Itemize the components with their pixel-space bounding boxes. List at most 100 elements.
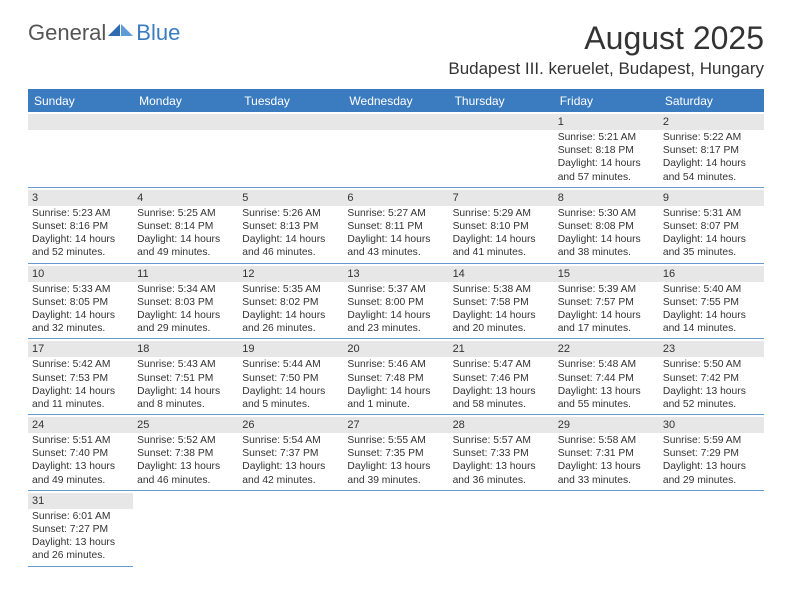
sunset-text: Sunset: 8:10 PM: [453, 220, 550, 233]
day-number: 14: [449, 266, 554, 282]
day-cell: 18Sunrise: 5:43 AMSunset: 7:51 PMDayligh…: [133, 339, 238, 414]
day-cell: [133, 112, 238, 187]
day-cell: [28, 112, 133, 187]
day-number: 6: [343, 190, 448, 206]
daylight-text: Daylight: 14 hours: [663, 233, 760, 246]
sunrise-text: Sunrise: 5:34 AM: [137, 283, 234, 296]
daylight-text: Daylight: 13 hours: [663, 460, 760, 473]
daylight-text: Daylight: 14 hours: [32, 309, 129, 322]
sunrise-text: Sunrise: 5:52 AM: [137, 434, 234, 447]
daylight-text: and 52 minutes.: [32, 246, 129, 259]
daylight-text: and 55 minutes.: [558, 398, 655, 411]
sunrise-text: Sunrise: 5:31 AM: [663, 207, 760, 220]
sunrise-text: Sunrise: 5:23 AM: [32, 207, 129, 220]
day-number: 15: [554, 266, 659, 282]
daylight-text: Daylight: 14 hours: [347, 385, 444, 398]
day-cell: 27Sunrise: 5:55 AMSunset: 7:35 PMDayligh…: [343, 415, 448, 490]
day-number: 26: [238, 417, 343, 433]
day-cell: 7Sunrise: 5:29 AMSunset: 8:10 PMDaylight…: [449, 188, 554, 263]
daylight-text: Daylight: 14 hours: [242, 309, 339, 322]
day-cell: 19Sunrise: 5:44 AMSunset: 7:50 PMDayligh…: [238, 339, 343, 414]
dow-row: Sunday Monday Tuesday Wednesday Thursday…: [28, 90, 764, 112]
sunrise-text: Sunrise: 5:26 AM: [242, 207, 339, 220]
day-number: 5: [238, 190, 343, 206]
day-number: 2: [659, 114, 764, 130]
day-number: [28, 114, 133, 130]
day-cell: 22Sunrise: 5:48 AMSunset: 7:44 PMDayligh…: [554, 339, 659, 414]
day-cell: 28Sunrise: 5:57 AMSunset: 7:33 PMDayligh…: [449, 415, 554, 490]
day-cell: 20Sunrise: 5:46 AMSunset: 7:48 PMDayligh…: [343, 339, 448, 414]
header: General Blue August 2025 Budapest III. k…: [0, 0, 792, 83]
daylight-text: Daylight: 13 hours: [137, 460, 234, 473]
daylight-text: and 11 minutes.: [32, 398, 129, 411]
day-number: 29: [554, 417, 659, 433]
sunrise-text: Sunrise: 5:46 AM: [347, 358, 444, 371]
logo-text-blue: Blue: [136, 20, 180, 46]
sunrise-text: Sunrise: 5:51 AM: [32, 434, 129, 447]
daylight-text: Daylight: 14 hours: [558, 233, 655, 246]
day-cell: [343, 112, 448, 187]
sunset-text: Sunset: 8:13 PM: [242, 220, 339, 233]
daylight-text: Daylight: 14 hours: [453, 233, 550, 246]
sunset-text: Sunset: 7:46 PM: [453, 372, 550, 385]
sunset-text: Sunset: 7:40 PM: [32, 447, 129, 460]
dow-cell: Friday: [554, 90, 659, 112]
sunrise-text: Sunrise: 5:43 AM: [137, 358, 234, 371]
daylight-text: Daylight: 13 hours: [663, 385, 760, 398]
sunset-text: Sunset: 7:55 PM: [663, 296, 760, 309]
sunset-text: Sunset: 8:17 PM: [663, 144, 760, 157]
day-number: 7: [449, 190, 554, 206]
day-cell: [133, 491, 238, 567]
sunset-text: Sunset: 8:16 PM: [32, 220, 129, 233]
sunrise-text: Sunrise: 5:39 AM: [558, 283, 655, 296]
day-cell: 10Sunrise: 5:33 AMSunset: 8:05 PMDayligh…: [28, 264, 133, 339]
day-number: 25: [133, 417, 238, 433]
daylight-text: and 49 minutes.: [32, 474, 129, 487]
daylight-text: and 26 minutes.: [32, 549, 129, 562]
day-cell: [659, 491, 764, 567]
daylight-text: and 57 minutes.: [558, 171, 655, 184]
dow-cell: Tuesday: [238, 90, 343, 112]
day-cell: 4Sunrise: 5:25 AMSunset: 8:14 PMDaylight…: [133, 188, 238, 263]
sunset-text: Sunset: 7:29 PM: [663, 447, 760, 460]
sunset-text: Sunset: 7:51 PM: [137, 372, 234, 385]
day-cell: 5Sunrise: 5:26 AMSunset: 8:13 PMDaylight…: [238, 188, 343, 263]
daylight-text: Daylight: 14 hours: [558, 309, 655, 322]
sunrise-text: Sunrise: 5:55 AM: [347, 434, 444, 447]
day-number: [133, 114, 238, 130]
day-number: 3: [28, 190, 133, 206]
week-row: 1Sunrise: 5:21 AMSunset: 8:18 PMDaylight…: [28, 112, 764, 188]
title-block: August 2025 Budapest III. keruelet, Buda…: [448, 20, 764, 79]
daylight-text: Daylight: 14 hours: [663, 309, 760, 322]
day-cell: 9Sunrise: 5:31 AMSunset: 8:07 PMDaylight…: [659, 188, 764, 263]
sunset-text: Sunset: 7:37 PM: [242, 447, 339, 460]
daylight-text: Daylight: 14 hours: [137, 385, 234, 398]
day-number: 9: [659, 190, 764, 206]
day-number: 1: [554, 114, 659, 130]
sunrise-text: Sunrise: 5:27 AM: [347, 207, 444, 220]
daylight-text: and 29 minutes.: [663, 474, 760, 487]
weeks-container: 1Sunrise: 5:21 AMSunset: 8:18 PMDaylight…: [28, 112, 764, 567]
day-cell: 15Sunrise: 5:39 AMSunset: 7:57 PMDayligh…: [554, 264, 659, 339]
daylight-text: and 54 minutes.: [663, 171, 760, 184]
day-cell: 23Sunrise: 5:50 AMSunset: 7:42 PMDayligh…: [659, 339, 764, 414]
sunrise-text: Sunrise: 5:59 AM: [663, 434, 760, 447]
dow-cell: Thursday: [449, 90, 554, 112]
logo-arrow-icon: [108, 18, 134, 44]
daylight-text: Daylight: 14 hours: [558, 157, 655, 170]
sunset-text: Sunset: 8:11 PM: [347, 220, 444, 233]
sunset-text: Sunset: 8:02 PM: [242, 296, 339, 309]
logo: General Blue: [28, 20, 180, 46]
daylight-text: Daylight: 14 hours: [347, 309, 444, 322]
month-title: August 2025: [448, 20, 764, 57]
sunset-text: Sunset: 8:14 PM: [137, 220, 234, 233]
daylight-text: and 36 minutes.: [453, 474, 550, 487]
day-number: 31: [28, 493, 133, 509]
sunrise-text: Sunrise: 5:30 AM: [558, 207, 655, 220]
logo-text-general: General: [28, 20, 106, 46]
day-cell: [238, 112, 343, 187]
daylight-text: and 49 minutes.: [137, 246, 234, 259]
sunset-text: Sunset: 8:18 PM: [558, 144, 655, 157]
daylight-text: and 35 minutes.: [663, 246, 760, 259]
day-number: 11: [133, 266, 238, 282]
